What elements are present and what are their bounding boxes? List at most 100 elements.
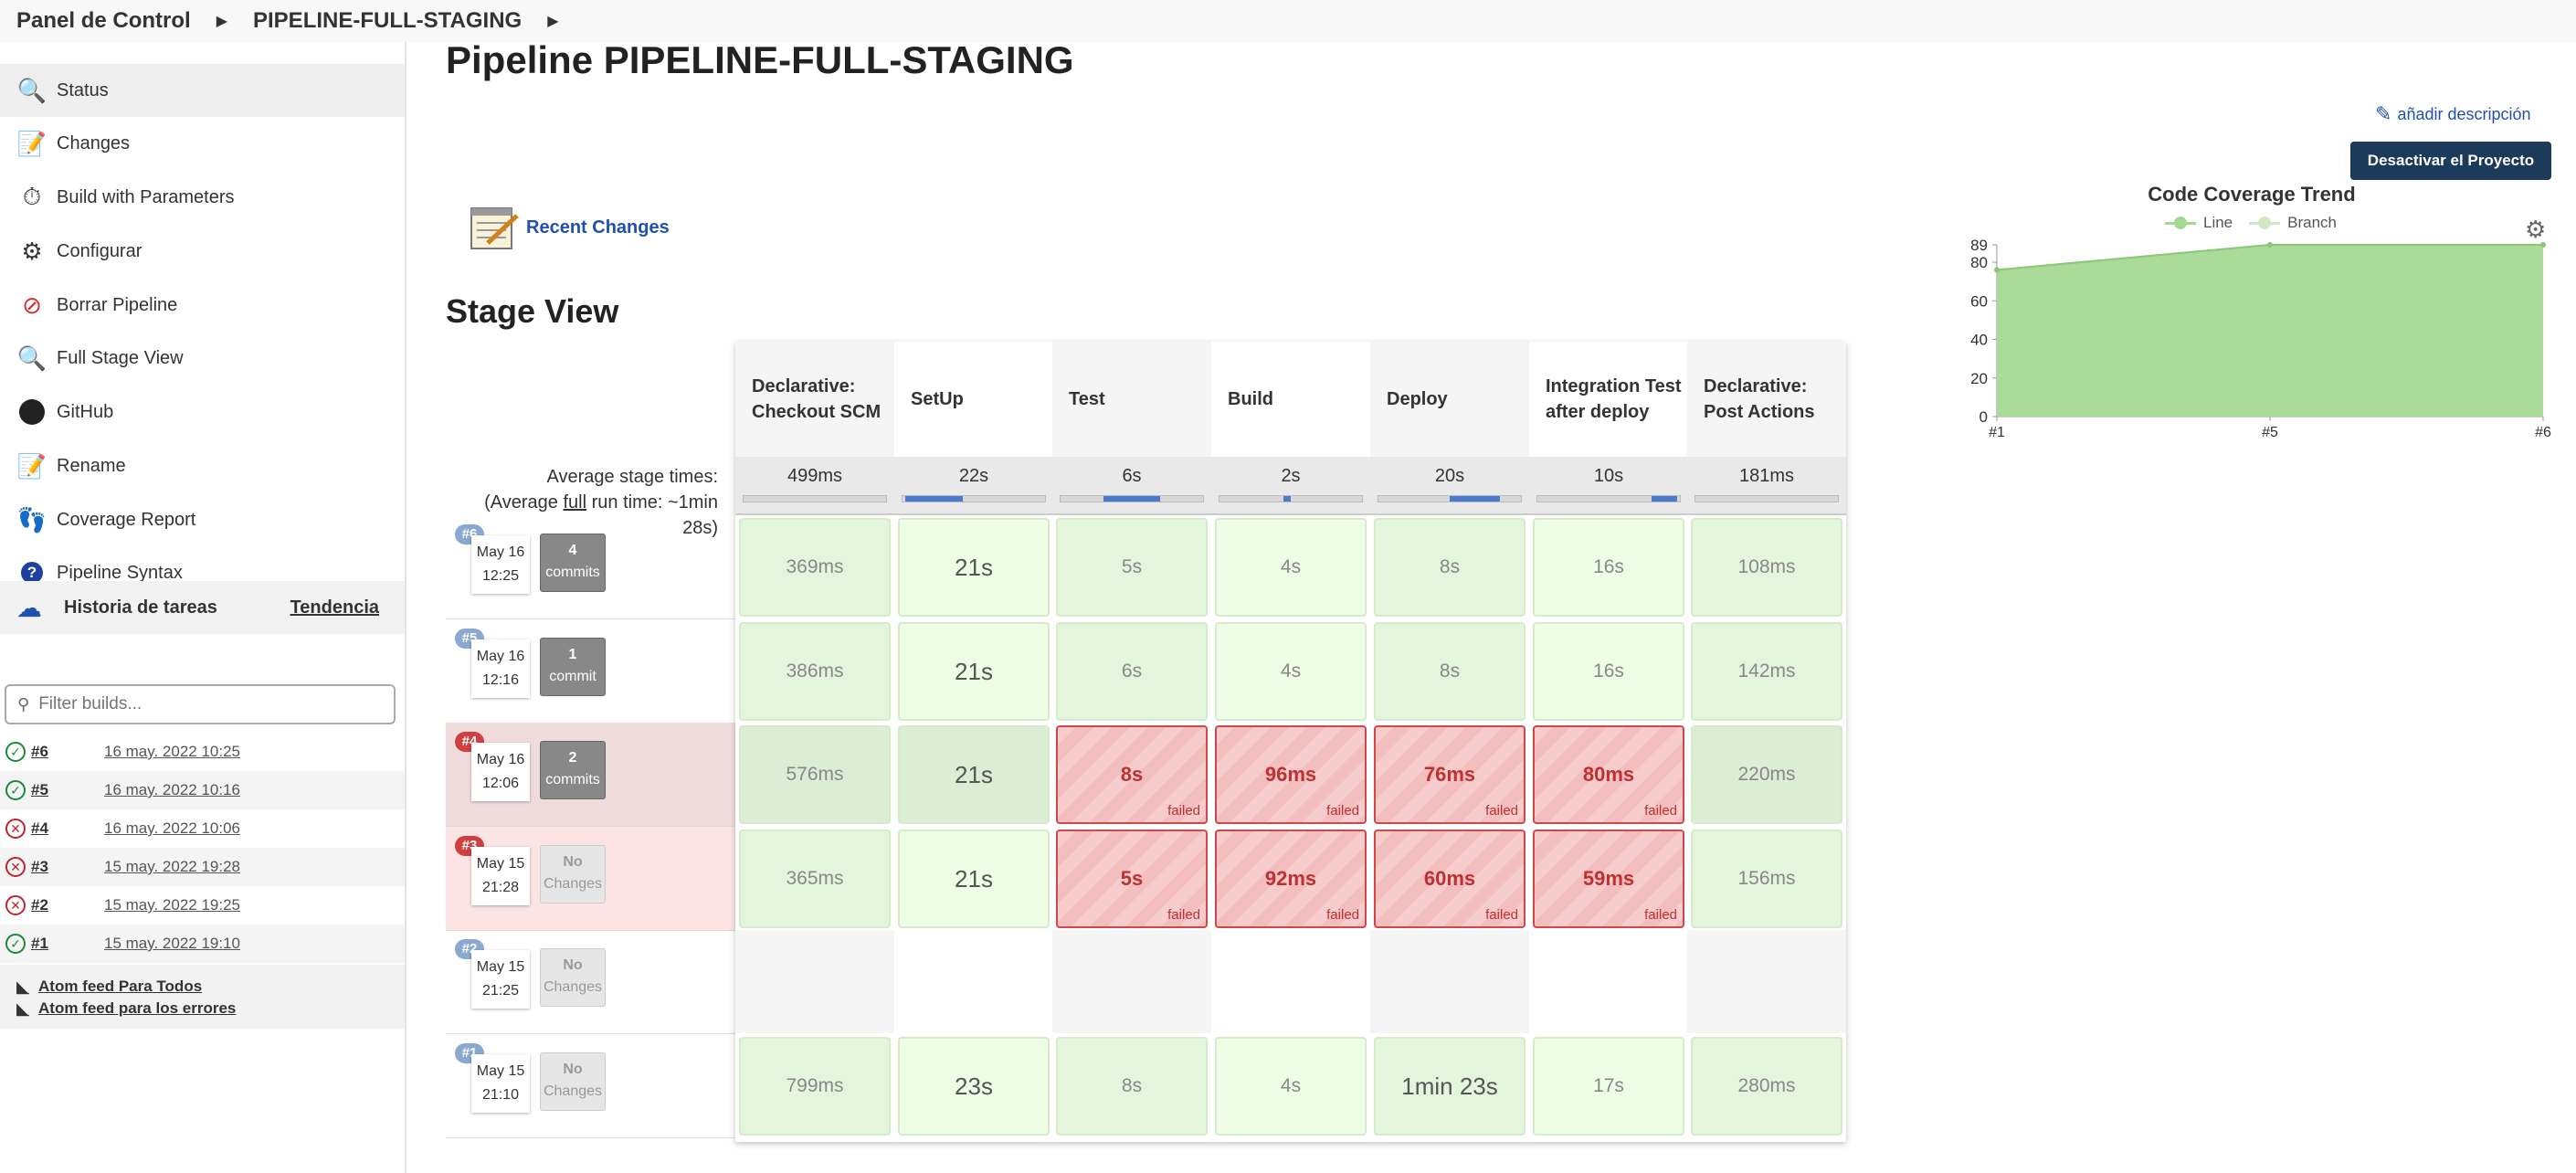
stage-cell[interactable]: 142ms — [1691, 622, 1842, 721]
build-date-box[interactable]: May 15 21:10 — [471, 1054, 530, 1113]
data-point[interactable] — [1994, 267, 2000, 273]
stage-cell[interactable]: 4s — [1215, 518, 1367, 617]
stage-cell[interactable]: 17s — [1533, 1037, 1684, 1136]
recent-changes-link[interactable]: Recent Changes — [468, 203, 670, 252]
build-history-row[interactable]: ✕ #3 15 may. 2022 19:28 — [0, 848, 405, 886]
build-number-link[interactable]: #1 — [31, 935, 48, 952]
stage-cell[interactable]: 59ms failed — [1533, 830, 1684, 928]
sidebar-item-coverage-report[interactable]: 👣 Coverage Report — [0, 493, 405, 546]
sidebar-item-build-with-parameters[interactable]: ⏱ Build with Parameters — [0, 171, 405, 224]
stage-cell[interactable]: 5s — [1056, 518, 1208, 617]
legend-branch-label[interactable]: Branch — [2287, 214, 2338, 231]
atom-feed-errors-link[interactable]: ◣ Atom feed para los errores — [16, 998, 388, 1020]
stage-cell[interactable]: 16s — [1533, 518, 1684, 617]
chevron-right-icon[interactable]: ▶ — [216, 14, 227, 29]
stage-cell[interactable]: 386ms — [739, 622, 891, 721]
chevron-right-icon[interactable]: ▶ — [547, 14, 559, 29]
breadcrumb-job[interactable]: PIPELINE-FULL-STAGING — [253, 8, 523, 33]
commits-box[interactable]: 4 commits — [540, 534, 606, 592]
build-number-link[interactable]: #4 — [31, 819, 48, 837]
build-date-box[interactable]: May 15 21:28 — [471, 847, 530, 905]
build-history-row[interactable]: ✓ #1 15 may. 2022 19:10 — [0, 925, 405, 963]
build-number-link[interactable]: #6 — [31, 743, 48, 760]
stage-cell[interactable]: 96ms failed — [1215, 725, 1367, 824]
sidebar-item-status[interactable]: 🔍 Status — [0, 64, 405, 117]
stage-cell-duration: 8s — [1120, 763, 1144, 786]
commits-box[interactable]: No Changes — [540, 1052, 606, 1111]
commits-box[interactable]: No Changes — [540, 948, 606, 1007]
filter-builds-field[interactable]: ⚲ — [5, 684, 396, 724]
stage-cell[interactable]: 4s — [1215, 1037, 1367, 1136]
stage-cell[interactable]: 21s — [898, 622, 1050, 721]
build-date-link[interactable]: 16 may. 2022 10:06 — [104, 819, 241, 837]
stage-cell[interactable]: 220ms — [1691, 725, 1842, 824]
commits-label: Changes — [543, 1083, 603, 1099]
data-point[interactable] — [2540, 242, 2546, 248]
build-history-row[interactable]: ✕ #4 16 may. 2022 10:06 — [0, 809, 405, 848]
build-date-link[interactable]: 15 may. 2022 19:10 — [104, 935, 241, 952]
build-number-link[interactable]: #3 — [31, 858, 48, 875]
stage-cell[interactable]: 60ms failed — [1374, 830, 1526, 928]
sidebar-item-configurar[interactable]: ⚙ Configurar — [0, 225, 405, 278]
data-point[interactable] — [2267, 242, 2273, 248]
stage-cell[interactable]: 16s — [1533, 622, 1684, 721]
filter-builds-input[interactable] — [38, 694, 377, 714]
stage-cell[interactable]: 23s — [898, 1037, 1050, 1136]
build-date-link[interactable]: 15 may. 2022 19:25 — [104, 896, 241, 914]
build-number-link[interactable]: #5 — [31, 781, 48, 798]
sidebar-item-pipeline-syntax[interactable]: ? Pipeline Syntax — [0, 546, 405, 599]
build-history-row[interactable]: ✕ #2 15 may. 2022 19:25 — [0, 886, 405, 925]
stage-cell[interactable]: 6s — [1056, 622, 1208, 721]
stage-cell[interactable]: 156ms — [1691, 830, 1842, 928]
trend-link[interactable]: Tendencia — [290, 597, 379, 618]
atom-feed-all-link[interactable]: ◣ Atom feed Para Todos — [16, 976, 388, 998]
add-description-link[interactable]: ✎ añadir descripción — [2375, 102, 2531, 126]
failed-tag: failed — [1167, 803, 1200, 819]
stage-cell[interactable]: 799ms — [739, 1037, 891, 1136]
legend-line-marker[interactable] — [2165, 216, 2196, 229]
commits-box[interactable]: 2 commits — [540, 741, 606, 799]
stage-cell[interactable]: 8s — [1374, 622, 1526, 721]
stage-cell[interactable]: 21s — [898, 830, 1050, 928]
stage-cell[interactable]: 8s failed — [1056, 725, 1208, 824]
stage-cell[interactable]: 576ms — [739, 725, 891, 824]
build-date-link[interactable]: 16 may. 2022 10:16 — [104, 781, 241, 798]
build-number-link[interactable]: #2 — [31, 896, 48, 914]
deactivate-project-button[interactable]: Desactivar el Proyecto — [2350, 142, 2551, 180]
breadcrumb-home[interactable]: Panel de Control — [16, 8, 191, 33]
build-date-link[interactable]: 15 may. 2022 19:28 — [104, 858, 241, 875]
commits-box[interactable]: No Changes — [540, 845, 606, 904]
commits-box[interactable]: 1 commit — [540, 638, 606, 696]
stage-cell[interactable]: 92ms failed — [1215, 830, 1367, 928]
stage-cell[interactable]: 80ms failed — [1533, 725, 1684, 824]
sidebar-item-rename[interactable]: 📝 Rename — [0, 439, 405, 492]
build-history-row[interactable]: ✓ #6 16 may. 2022 10:25 — [0, 733, 405, 771]
gear-icon[interactable]: ⚙ — [2525, 216, 2547, 243]
legend-branch-marker[interactable] — [2249, 216, 2281, 229]
legend-line-label[interactable]: Line — [2203, 214, 2233, 231]
stage-cell[interactable]: 369ms — [739, 518, 891, 617]
build-date-box[interactable]: May 16 12:25 — [471, 535, 530, 594]
stage-cell-duration: 21s — [955, 553, 993, 581]
build-date-box[interactable]: May 16 12:16 — [471, 639, 530, 698]
stage-cell[interactable]: 1min 23s — [1374, 1037, 1526, 1136]
stage-cell[interactable]: 365ms — [739, 830, 891, 928]
sidebar-item-full-stage-view[interactable]: 🔍 Full Stage View — [0, 332, 405, 385]
stage-cell[interactable]: 5s failed — [1056, 830, 1208, 928]
stage-cell[interactable]: 8s — [1056, 1037, 1208, 1136]
stage-cell[interactable]: 21s — [898, 725, 1050, 824]
build-date-box[interactable]: May 16 12:06 — [471, 743, 530, 801]
build-history-row[interactable]: ✓ #5 16 may. 2022 10:16 — [0, 771, 405, 809]
sidebar-item-changes[interactable]: 📝 Changes — [0, 117, 405, 170]
sidebar-item-borrar-pipeline[interactable]: ⊘ Borrar Pipeline — [0, 279, 405, 332]
stage-cell[interactable]: 76ms failed — [1374, 725, 1526, 824]
stage-cell[interactable]: 280ms — [1691, 1037, 1842, 1136]
build-date-link[interactable]: 16 may. 2022 10:25 — [104, 743, 241, 760]
stage-cell[interactable]: 8s — [1374, 518, 1526, 617]
stage-cell[interactable]: 4s — [1215, 622, 1367, 721]
stage-cell[interactable]: 108ms — [1691, 518, 1842, 617]
sidebar-item-github[interactable]: GitHub — [0, 386, 405, 439]
series-area-line[interactable] — [1997, 245, 2543, 417]
build-date-box[interactable]: May 15 21:25 — [471, 950, 530, 1009]
stage-cell[interactable]: 21s — [898, 518, 1050, 617]
